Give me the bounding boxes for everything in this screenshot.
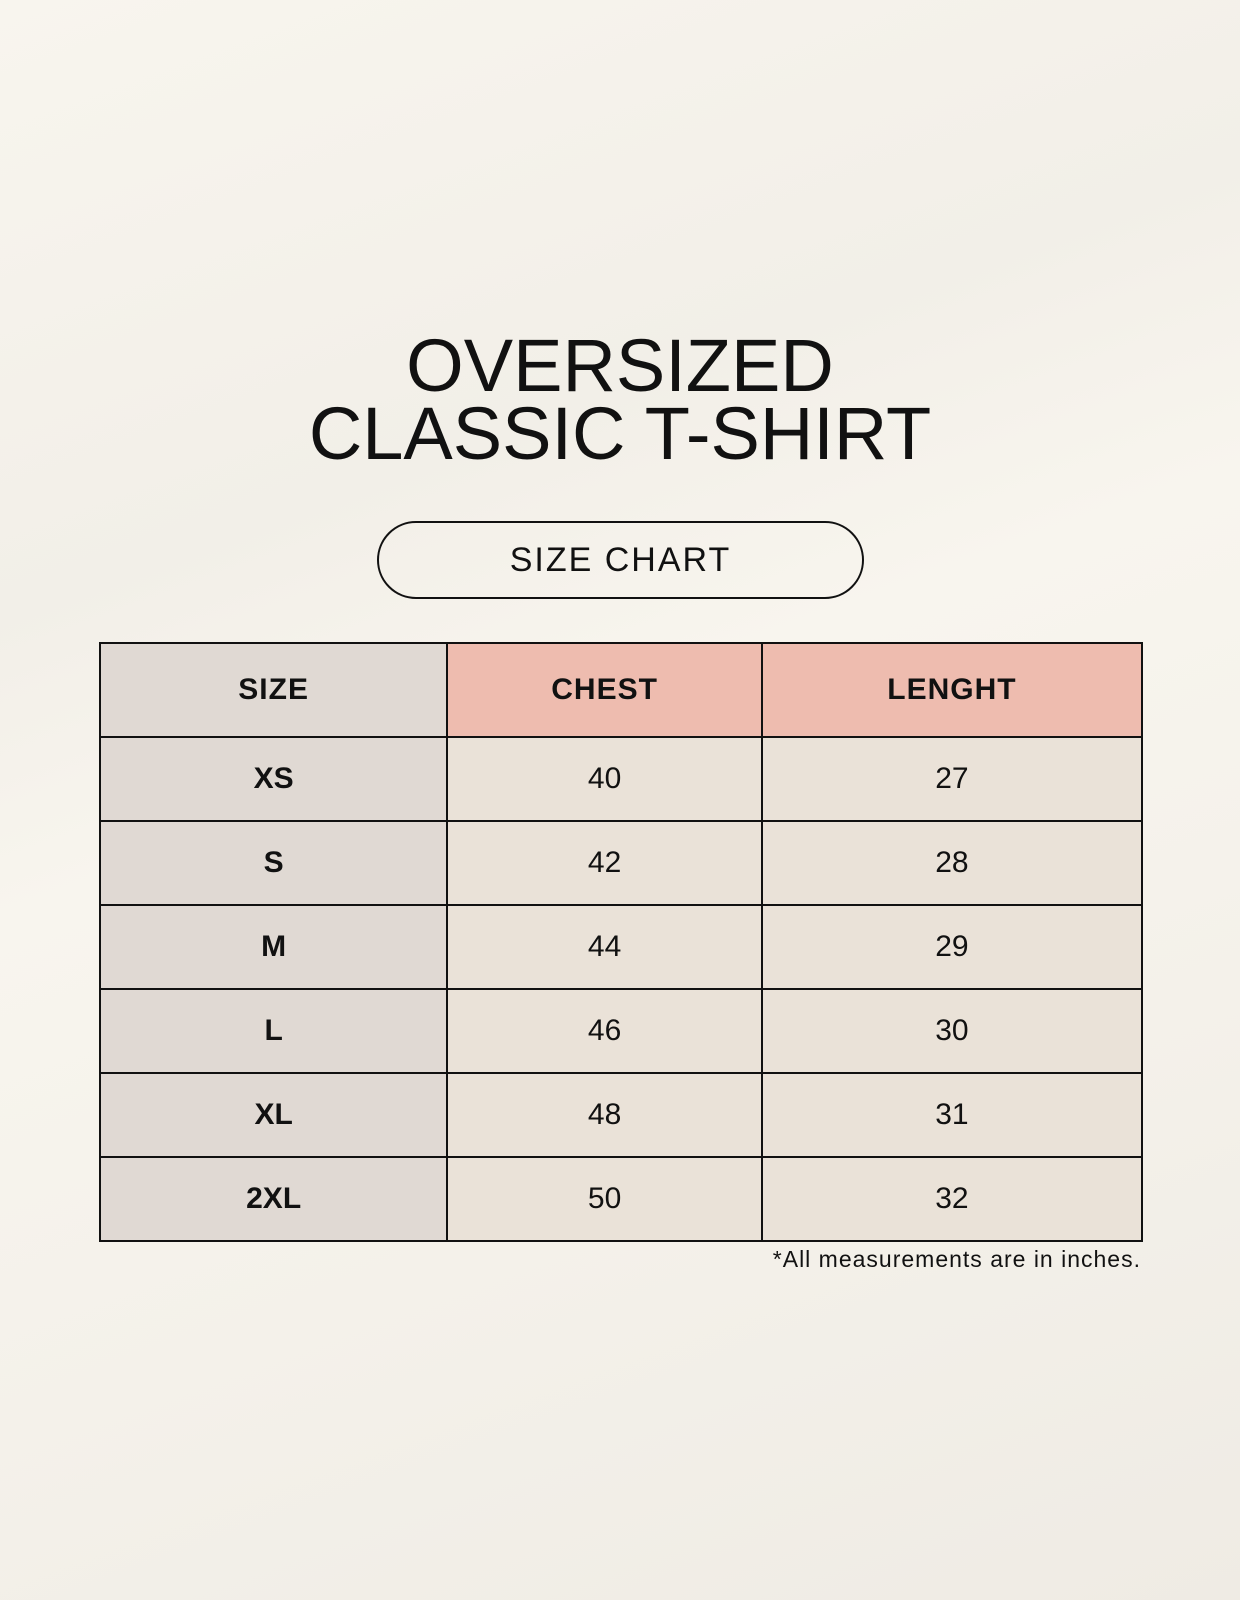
table-row: XS 40 27 xyxy=(98,736,1144,822)
header-chest: CHEST xyxy=(446,642,763,738)
size-table: SIZE CHEST LENGHT XS 40 27 S 42 28 M 44 29 L 46 30 X… xyxy=(98,642,1144,1242)
size-cell: XS xyxy=(98,736,449,822)
size-cell: S xyxy=(98,820,449,906)
measurement-note: *All measurements are in inches. xyxy=(772,1246,1141,1272)
size-chart-badge: SIZE CHART xyxy=(377,521,864,599)
table-row: L 46 30 xyxy=(98,988,1144,1074)
length-cell: 30 xyxy=(760,988,1144,1074)
chest-cell: 42 xyxy=(446,820,763,906)
size-cell: M xyxy=(98,904,449,990)
length-cell: 28 xyxy=(760,820,1144,906)
chest-cell: 44 xyxy=(446,904,763,990)
page-title: OVERSIZED CLASSIC T-SHIRT xyxy=(0,324,1240,475)
table-row: XL 48 31 xyxy=(98,1072,1144,1158)
header-size: SIZE xyxy=(98,642,449,738)
title-line-1: OVERSIZED xyxy=(406,324,834,407)
length-cell: 27 xyxy=(760,736,1144,822)
length-cell: 32 xyxy=(760,1156,1144,1242)
size-cell: L xyxy=(98,988,449,1074)
length-cell: 31 xyxy=(760,1072,1144,1158)
size-cell: 2XL xyxy=(98,1156,449,1242)
size-cell: XL xyxy=(98,1072,449,1158)
chest-cell: 50 xyxy=(446,1156,763,1242)
chest-cell: 48 xyxy=(446,1072,763,1158)
header-row: SIZE CHEST LENGHT xyxy=(98,642,1144,738)
table-row: S 42 28 xyxy=(98,820,1144,906)
table-row: 2XL 50 32 xyxy=(98,1156,1144,1242)
title-line-2: CLASSIC T-SHIRT xyxy=(308,392,932,475)
header-length: LENGHT xyxy=(760,642,1144,738)
chest-cell: 46 xyxy=(446,988,763,1074)
chest-cell: 40 xyxy=(446,736,763,822)
length-cell: 29 xyxy=(760,904,1144,990)
table-row: M 44 29 xyxy=(98,904,1144,990)
